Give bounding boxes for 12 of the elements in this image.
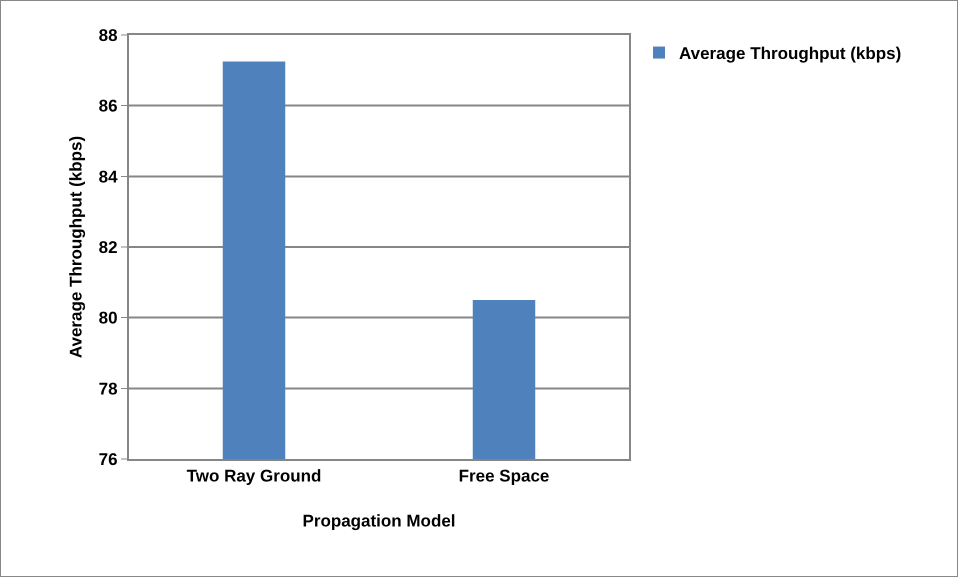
y-tick-label: 76 xyxy=(98,450,118,469)
y-tick-label: 84 xyxy=(98,167,118,186)
x-tick-label: Two Ray Ground xyxy=(186,466,322,486)
y-tick-label: 88 xyxy=(98,26,118,45)
x-tick-label: Free Space xyxy=(458,466,550,486)
legend-label: Average Throughput (kbps) xyxy=(679,44,902,64)
x-axis-title: Propagation Model xyxy=(302,511,456,530)
y-tick-label: 80 xyxy=(98,308,118,328)
y-tick-label: 86 xyxy=(98,96,118,116)
y-axis-title: Average Throughput (kbps) xyxy=(66,136,86,358)
y-tick-label: 78 xyxy=(98,379,118,398)
y-tick-label: 82 xyxy=(98,238,118,257)
